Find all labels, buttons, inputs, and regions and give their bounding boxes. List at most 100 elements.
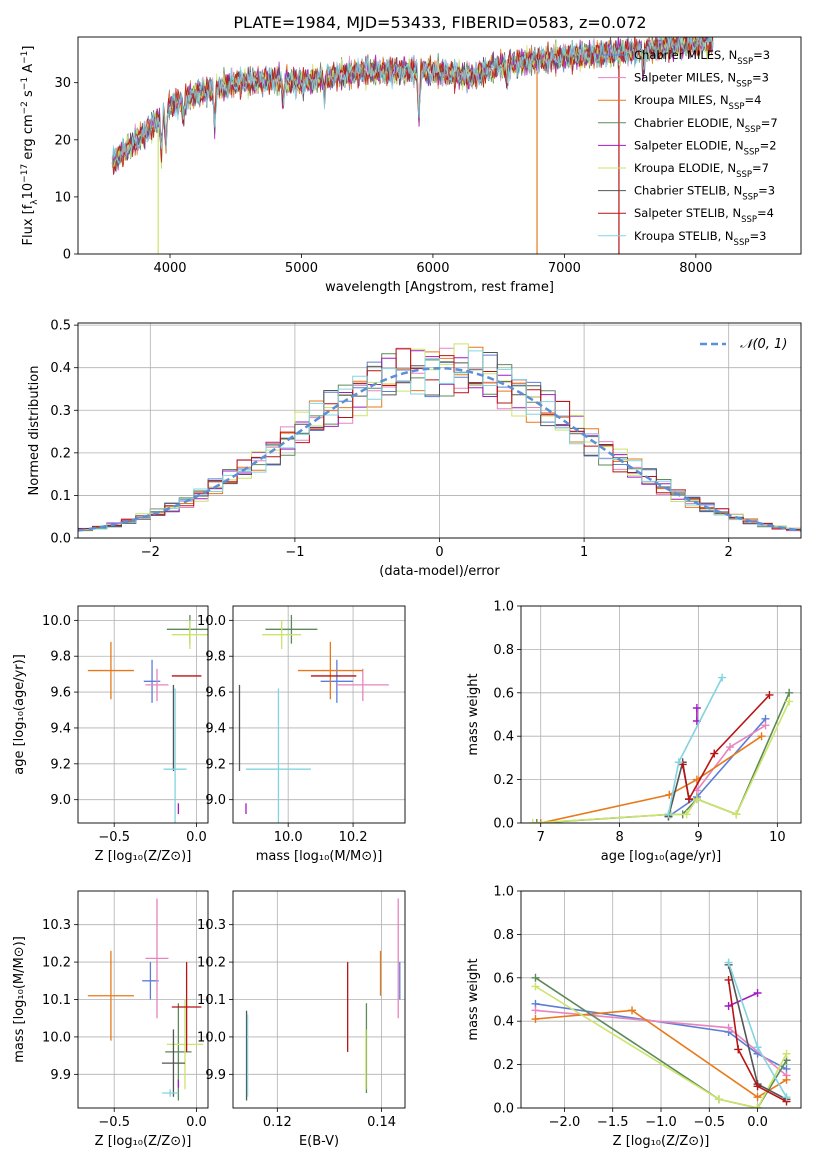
legend-entry: Kroupa MILES, NSSP=4 [634,93,761,112]
x-axis-label: Z [log₁₀(Z/Z⊙)] [613,1134,710,1149]
x-tick-label: 0.12 [263,1115,292,1130]
y-axis-label: mass [log₁₀(M/M⊙)] [12,936,27,1063]
y-axis-label-part: Flux [f [21,204,36,245]
weight-point-marker [724,1002,733,1011]
x-tick-label: 10.0 [274,830,303,845]
weight-point-marker [753,988,762,997]
weight-point-marker [531,1015,540,1024]
plot-content [528,673,794,823]
plot-area [233,606,405,823]
legend-text: Salpeter MILES, N [634,71,736,85]
y-tick-label: 10.1 [197,993,226,1008]
weight-point-marker [531,982,540,991]
y-axis-label-part: −1 [20,51,30,64]
y-tick-label: 10.0 [42,1030,71,1045]
spectrum-series-line [111,37,714,167]
legend-text: Chabrier MILES, N [634,48,737,62]
y-axis-label: age [log₁₀(age/yr)] [12,654,27,775]
plot-content [87,898,204,1101]
weight-point-marker [734,1045,743,1054]
x-tick-label: −0.5 [693,1115,725,1130]
age-weight-panel: 7 8 9 10 0.0 0.2 0.4 0.6 0.8 1.0 age [log₁₀(age/yr… [466,600,802,864]
weight-point-marker [718,673,727,682]
z-mass-panel: −0.5 0.0 9.9 10.0 10.1 10.2 10.3 Z [log₁₀(Z/Z⊙)… [12,890,209,1149]
legend-text: =3 [752,71,769,85]
weight-point-marker [531,973,540,982]
y-axis-label: Normed distribution [27,366,42,496]
y-tick-label: 10 [54,190,71,205]
legend-text: Salpeter ELODIE, N [634,138,744,152]
y-axis-label-part: erg cm [21,114,36,163]
x-tick-label: 6000 [416,261,449,276]
legend-text: =4 [757,206,774,220]
weight-point-marker [536,819,545,823]
x-tick-label: −2 [141,545,160,560]
legend-entry: Kroupa ELODIE, NSSP=7 [634,161,769,180]
weight-point-marker [682,810,691,819]
legend-subscript: SSP [734,238,750,248]
y-axis-label-part: A [21,64,36,77]
axes-border [77,36,802,255]
legend-subscript: SSP [736,80,752,90]
y-tick-label: 0.2 [50,446,71,461]
weight-point-marker [674,758,683,767]
weight-point-marker [753,1104,762,1108]
axes-border [77,322,802,539]
plot-content [238,614,389,823]
weight-point-marker [757,732,766,741]
legend-subscript: SSP [744,147,760,157]
y-axis-label-part: s [21,90,36,101]
residual-histogram-panel: −2 −1 0 1 2 0.0 0.1 0.2 0.3 0.4 0.5 (data-model)/er… [27,319,802,579]
legend-text: =3 [749,229,766,243]
weight-point-marker [628,1006,637,1015]
y-tick-label: 0.4 [493,1015,514,1030]
y-tick-label: 1.0 [493,600,514,615]
y-tick-label: 0.1 [50,489,71,504]
weight-series-line [535,1003,787,1070]
axes-border [232,605,406,824]
legend-entry: Chabrier STELIB, NSSP=3 [634,184,775,203]
normal-curve [78,366,801,532]
weight-point-marker [724,958,733,967]
axes-frame: −2 −1 0 1 2 0.0 0.1 0.2 0.3 0.4 0.5 (data-model)/er… [27,319,802,579]
y-axis-label: Flux [fλ10−17 erg cm−2 s−1 A−1] [20,46,40,246]
x-tick-label: 5000 [285,261,318,276]
weight-point-marker [753,1082,762,1091]
y-tick-label: 10.1 [42,993,71,1008]
z-weight-panel: −2.0 −1.5 −1.0 −0.5 0.0 0.0 0.2 0.4 0.6 0.8 1.0 Z [… [466,885,802,1149]
x-tick-label: 0.0 [747,1115,768,1130]
y-tick-label: 0.4 [493,730,514,745]
y-tick-label: 9.0 [205,793,226,808]
x-tick-label: 10.2 [339,830,368,845]
y-tick-label: 9.9 [205,1068,226,1083]
legend-entry: Salpeter ELODIE, NSSP=2 [634,138,777,157]
y-tick-label: 20 [54,133,71,148]
weight-point-marker [692,703,701,712]
legend-text: =2 [760,138,777,152]
legend-text: Kroupa MILES, N [634,93,729,107]
axes-frame: 10.0 10.2 9.0 9.2 9.4 9.6 9.8 10.0 mass [log₁₀(M… [197,605,406,864]
weight-point-marker [685,795,693,804]
x-axis-label: mass [log₁₀(M/M⊙)] [256,849,383,864]
x-tick-label: −0.5 [98,830,130,845]
x-tick-label: 0.0 [186,1115,207,1130]
y-tick-label: 10.0 [197,614,226,629]
legend-text: =7 [761,116,778,130]
y-tick-label: 10.0 [42,614,71,629]
y-tick-label: 10.2 [197,956,226,971]
y-tick-label: 9.6 [205,686,226,701]
weight-point-marker [724,975,733,984]
x-tick-label: −1.0 [645,1115,677,1130]
legend-subscript: SSP [742,193,758,203]
axes-border [520,890,802,1109]
plot-area [78,606,208,823]
axes-border [77,890,209,1109]
y-tick-label: 0.3 [50,404,71,419]
weight-point-marker [692,795,701,804]
y-tick-label: 0.0 [493,817,514,832]
y-tick-label: 0.0 [50,532,71,547]
weight-series-line [540,735,763,823]
legend-text: Kroupa ELODIE, N [634,161,736,175]
plot-area [521,606,801,823]
x-tick-label: 4000 [153,261,186,276]
